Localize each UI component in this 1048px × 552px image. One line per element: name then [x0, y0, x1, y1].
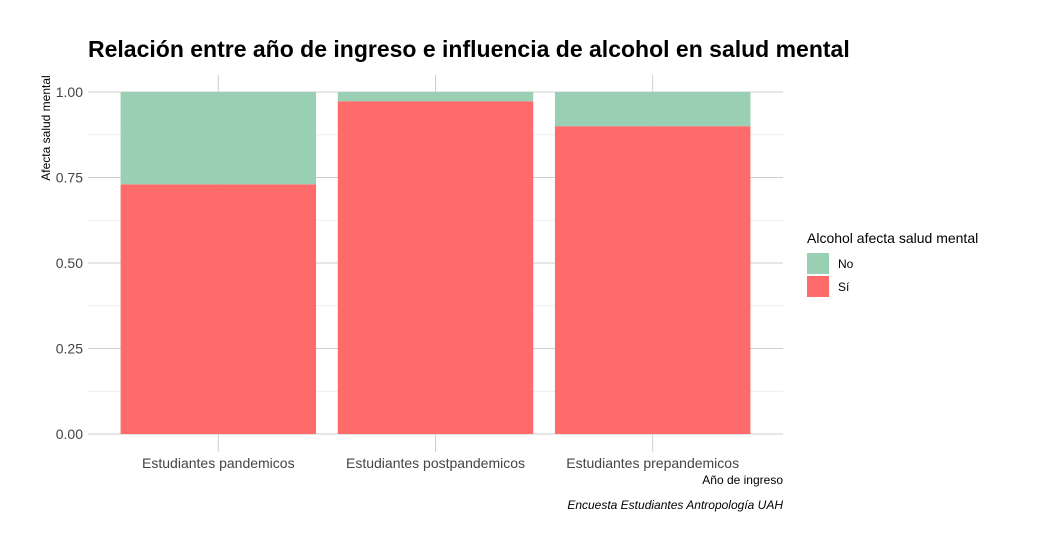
y-axis-title: Afecta salud mental — [39, 75, 53, 180]
x-tick-label: Estudiantes pandemicos — [142, 455, 295, 471]
chart-title: Relación entre año de ingreso e influenc… — [88, 36, 850, 62]
y-axis-ticks: 0.00 0.25 0.50 0.75 1.00 — [56, 84, 83, 442]
y-tick-label: 0.00 — [56, 426, 83, 442]
bar-segment — [337, 92, 534, 102]
legend: Alcohol afecta salud mental No Sí — [807, 230, 978, 297]
legend-label: Sí — [838, 280, 850, 294]
legend-swatch — [807, 253, 829, 274]
x-tick-label: Estudiantes postpandemicos — [346, 455, 525, 471]
bars — [120, 92, 751, 434]
bar-segment — [120, 92, 317, 185]
y-tick-label: 0.25 — [56, 341, 83, 357]
y-tick-label: 0.50 — [56, 255, 83, 271]
bar-segment — [120, 184, 317, 434]
x-tick-label: Estudiantes prepandemicos — [566, 455, 739, 471]
y-tick-label: 0.75 — [56, 170, 83, 186]
chart-caption: Encuesta Estudiantes Antropología UAH — [567, 498, 783, 512]
x-axis-title: Año de ingreso — [702, 473, 783, 487]
bar-segment — [554, 92, 751, 127]
y-tick-label: 1.00 — [56, 84, 83, 100]
legend-label: No — [838, 257, 854, 271]
bar-segment — [337, 101, 534, 434]
legend-title: Alcohol afecta salud mental — [807, 230, 978, 246]
legend-swatch — [807, 276, 829, 297]
bar-segment — [554, 126, 751, 434]
x-axis-ticks: Estudiantes pandemicos Estudiantes postpa… — [142, 455, 739, 471]
